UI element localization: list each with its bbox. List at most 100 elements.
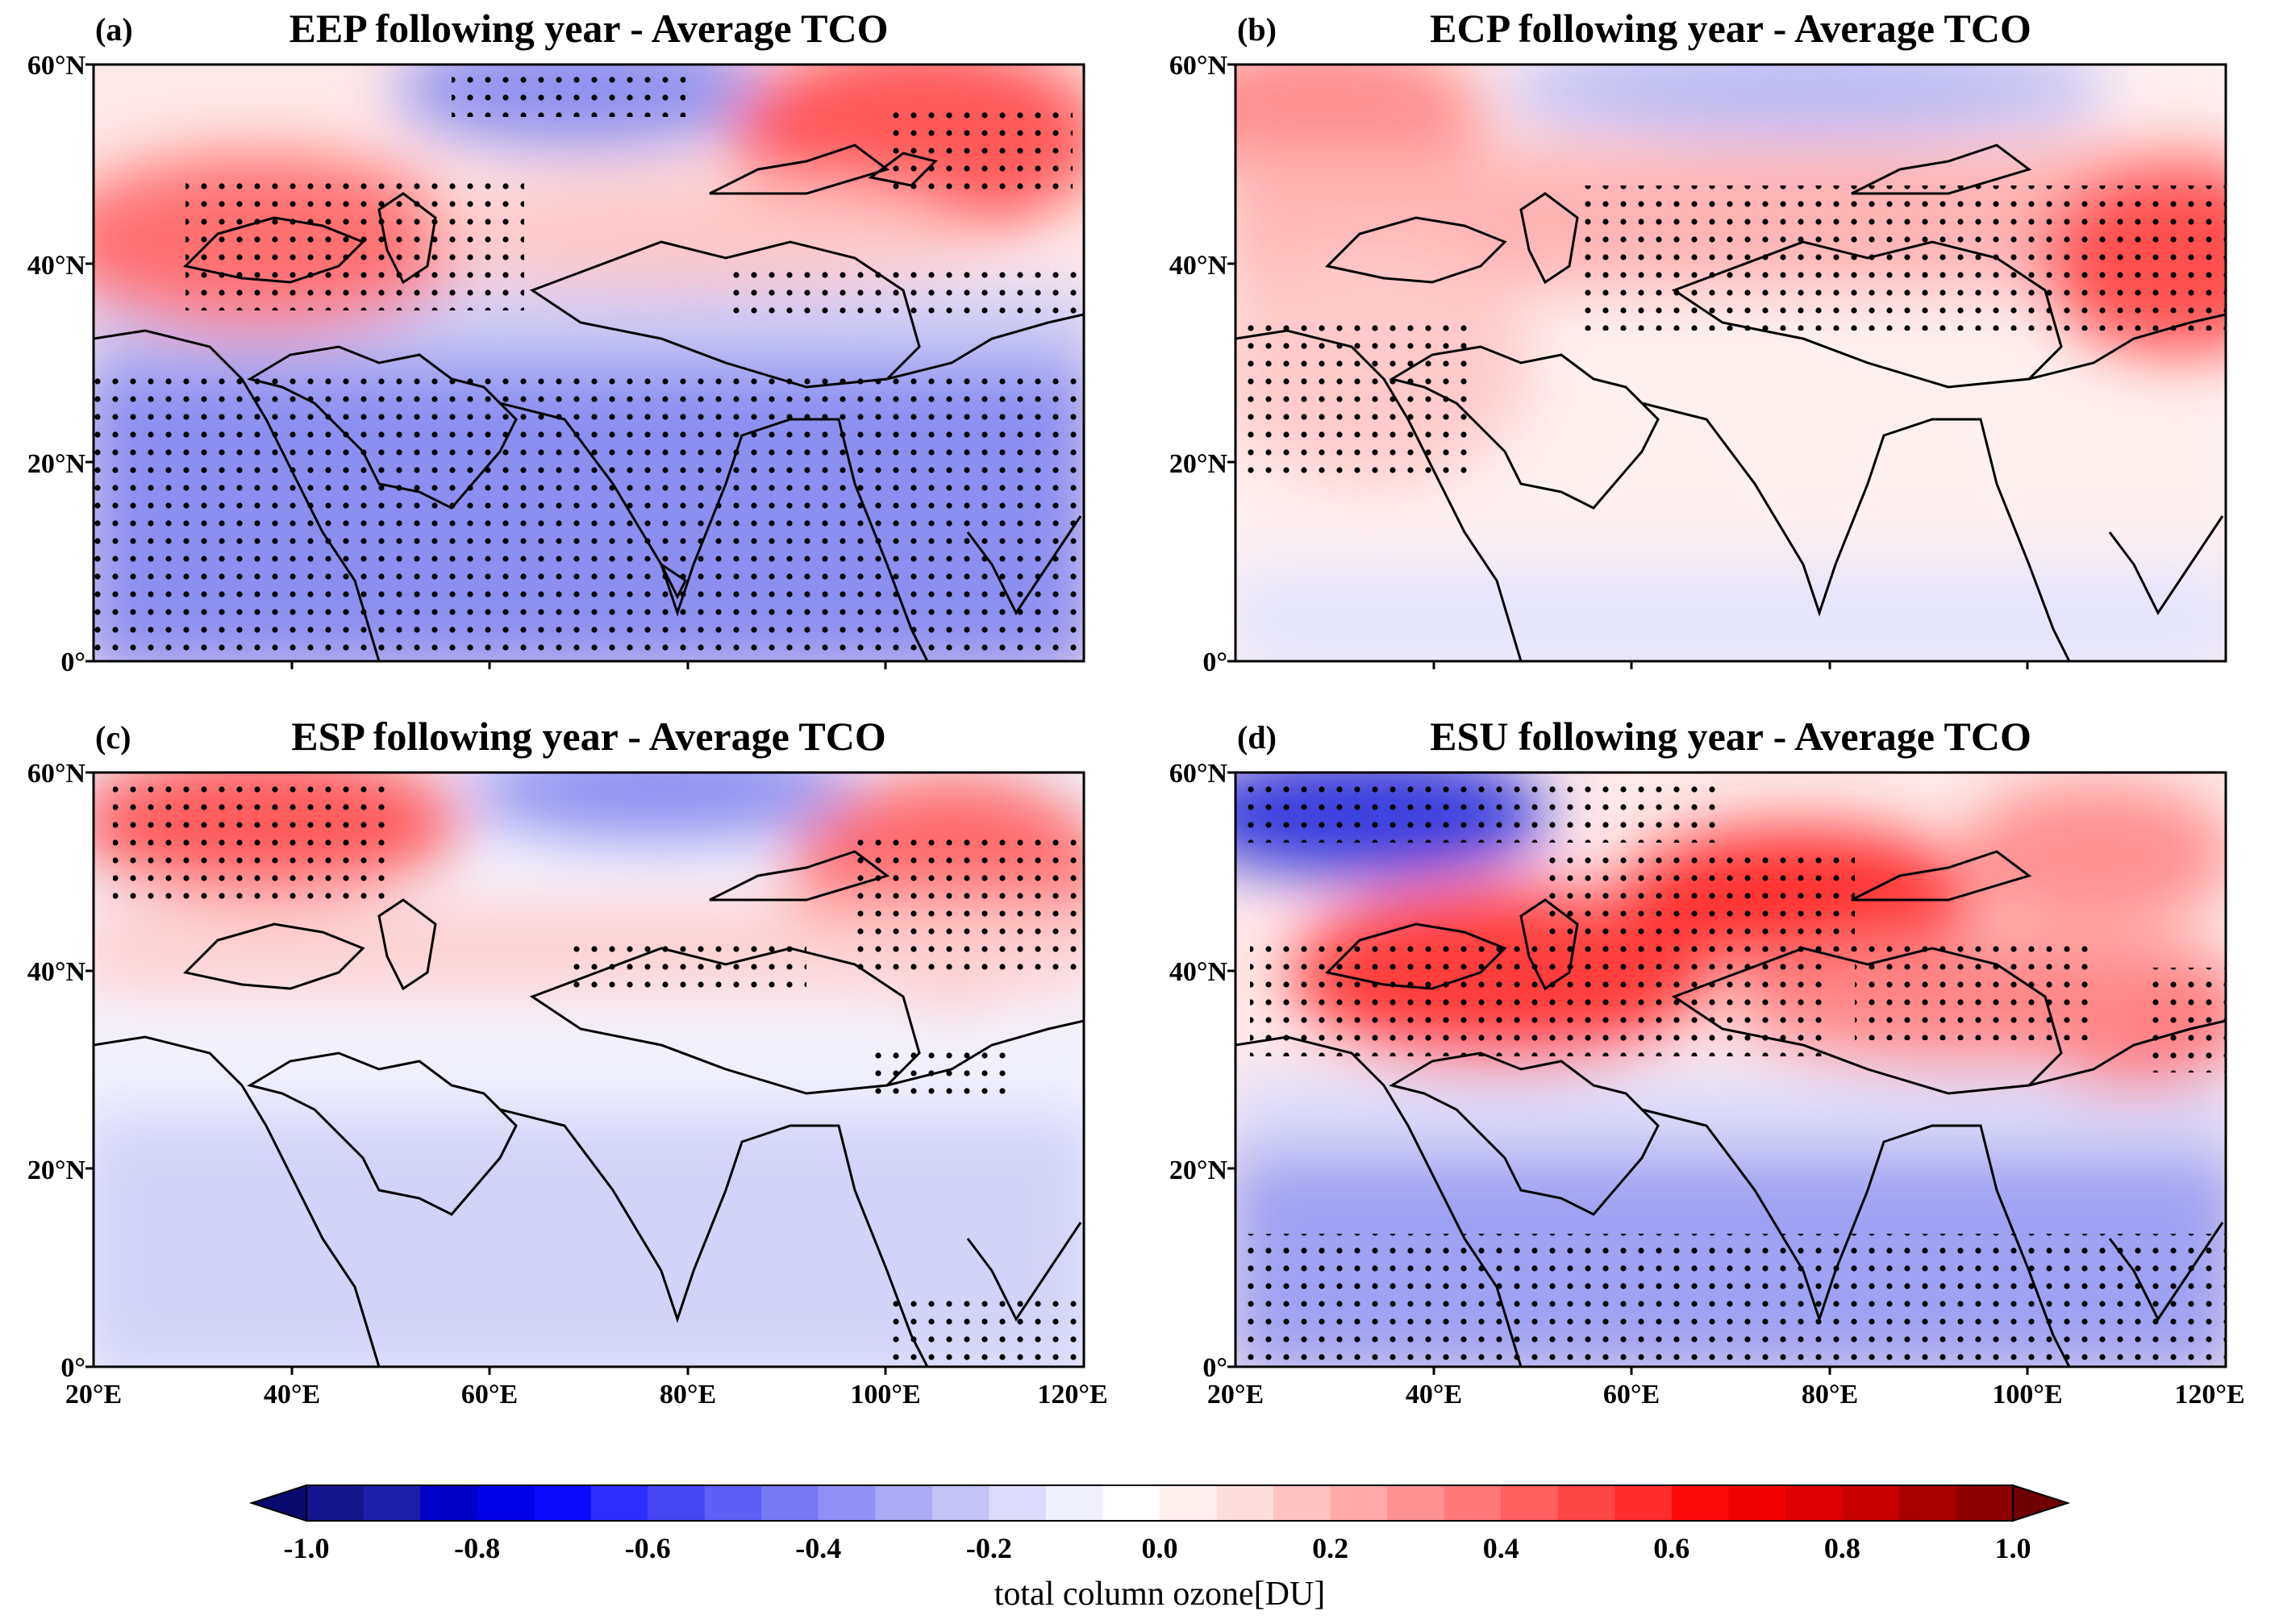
colorbar-segment [1842, 1485, 1900, 1521]
panel-d-frame [1234, 771, 2227, 1368]
colorbar-segment [1045, 1485, 1104, 1521]
panel-d-title: ESU following year - Average TCO [1430, 714, 2031, 759]
panel-c-field [94, 772, 1084, 1367]
panel-b: (b) ECP following year - Average TCO 60°… [1169, 6, 2227, 677]
lon-label: 80°E [1802, 1380, 1858, 1410]
lon-label: 20°E [65, 1380, 122, 1410]
panel-a-title: EEP following year - Average TCO [289, 6, 888, 51]
colorbar-left-arrow [248, 1484, 307, 1522]
colorbar-segment [1614, 1485, 1673, 1521]
colorbar-segment [306, 1485, 365, 1521]
colorbar-segment [875, 1485, 933, 1521]
panel-a-field [94, 65, 1084, 661]
panel-c-stippling [113, 786, 1081, 1367]
panel-b-stippling [1242, 185, 2226, 484]
panel-d-field [1235, 772, 2226, 1367]
lat-label: 0° [60, 648, 85, 677]
colorbar-segment [1501, 1485, 1559, 1521]
colorbar-tick-label: 0.6 [1653, 1532, 1689, 1564]
lat-label: 40°N [27, 957, 86, 987]
lat-label: 40°N [1169, 251, 1228, 281]
panel-b-label: (b) [1237, 11, 1277, 48]
panel-a-coastlines [94, 144, 1084, 661]
panel-c-label: (c) [95, 719, 131, 756]
panel-d-lat-labels: 60°N 40°N 20°N 0° [1169, 759, 1228, 1383]
lon-label: 20°E [1207, 1380, 1264, 1410]
panel-b-frame [1234, 63, 2227, 663]
colorbar-segment [420, 1485, 478, 1521]
panel-a-ticks [85, 63, 887, 669]
lat-label: 20°N [27, 1156, 86, 1185]
lon-label: 100°E [850, 1380, 920, 1410]
lon-label: 40°E [1406, 1380, 1462, 1410]
lat-label: 60°N [27, 759, 86, 789]
panel-b-field [1235, 65, 2226, 661]
colorbar-segment [931, 1485, 990, 1521]
panel-d-ticks [1227, 771, 2029, 1375]
lat-label: 20°N [1169, 449, 1228, 479]
lon-label: 100°E [1992, 1380, 2062, 1410]
lat-label: 60°N [1169, 51, 1228, 81]
colorbar-segment [534, 1485, 592, 1521]
colorbar-tick-label: -0.8 [454, 1532, 500, 1564]
lat-label: 40°N [27, 251, 86, 281]
colorbar-segments [306, 1485, 2014, 1521]
panel-c-ticks [85, 771, 887, 1375]
colorbar-tick-labels: -1.0 -0.8 -0.6 -0.4 -0.2 0.0 0.2 0.4 0.6 0.8 1.0 [284, 1532, 2031, 1564]
colorbar-tick-label: 0.0 [1142, 1532, 1178, 1564]
lat-label: 20°N [1169, 1156, 1228, 1185]
colorbar-segment [704, 1485, 762, 1521]
colorbar-segment [590, 1485, 648, 1521]
lat-label: 60°N [1169, 759, 1228, 789]
colorbar-segment [1557, 1485, 1615, 1521]
colorbar-segment [1898, 1485, 1957, 1521]
panel-b-title: ECP following year - Average TCO [1430, 6, 2031, 51]
colorbar-segment [989, 1485, 1047, 1521]
colorbar-tick-label: -0.2 [966, 1532, 1012, 1564]
panel-b-coastlines [1235, 144, 2226, 661]
colorbar-segment [1671, 1485, 1729, 1521]
colorbar-segment [818, 1485, 876, 1521]
panel-d-coastlines [1235, 850, 2226, 1367]
colorbar-tick-label: 0.8 [1824, 1532, 1860, 1564]
colorbar-segment [761, 1485, 819, 1521]
colorbar-tick-label: -1.0 [284, 1532, 330, 1564]
colorbar-segment [1160, 1485, 1218, 1521]
panel-d-lon-labels: 20°E 40°E 60°E 80°E 100°E 120°E [1207, 1380, 2245, 1410]
lat-label: 20°N [27, 449, 86, 479]
colorbar-segment [1102, 1485, 1160, 1521]
panel-d-label: (d) [1237, 719, 1277, 756]
panel-c-lat-labels: 60°N 40°N 20°N 0° [27, 759, 86, 1383]
lon-label: 80°E [660, 1380, 716, 1410]
colorbar-right-arrow [2012, 1484, 2071, 1522]
lon-label: 60°E [461, 1380, 518, 1410]
colorbar-tick-label: -0.6 [625, 1532, 671, 1564]
colorbar-segment [1785, 1485, 1843, 1521]
lat-label: 60°N [27, 51, 86, 81]
colorbar-tick-label: 0.2 [1312, 1532, 1348, 1564]
panel-a-frame [92, 63, 1085, 663]
panel-c: (c) ESP following year - Average TCO 60°… [27, 714, 1108, 1410]
colorbar-segment [1330, 1485, 1388, 1521]
panel-c-frame [92, 771, 1085, 1368]
lon-label: 40°E [264, 1380, 320, 1410]
panel-d: (d) ESU following year - Average TCO 60°… [1169, 714, 2245, 1410]
panel-a-lat-labels: 60°N 40°N 20°N 0° [27, 51, 86, 677]
panel-c-coastlines [94, 850, 1084, 1367]
panel-d-stippling [1235, 778, 2226, 1367]
colorbar-segment [648, 1485, 706, 1521]
lon-label: 60°E [1603, 1380, 1660, 1410]
panel-b-ticks [1227, 63, 2029, 669]
lon-label: 120°E [1037, 1380, 1107, 1410]
colorbar-segment [1273, 1485, 1331, 1521]
colorbar-segment [1956, 1485, 2014, 1521]
colorbar-tick-label: 0.4 [1483, 1532, 1519, 1564]
panel-b-lat-labels: 60°N 40°N 20°N 0° [1169, 51, 1228, 677]
lat-label: 0° [1202, 1353, 1227, 1383]
lat-label: 40°N [1169, 957, 1228, 987]
lat-label: 0° [60, 1353, 85, 1383]
colorbar-segment [1216, 1485, 1274, 1521]
colorbar-segment [477, 1485, 535, 1521]
colorbar: -1.0 -0.8 -0.6 -0.4 -0.2 0.0 0.2 0.4 0.6 0.8 1.0 t… [248, 1484, 2071, 1613]
lat-label: 0° [1202, 648, 1227, 677]
